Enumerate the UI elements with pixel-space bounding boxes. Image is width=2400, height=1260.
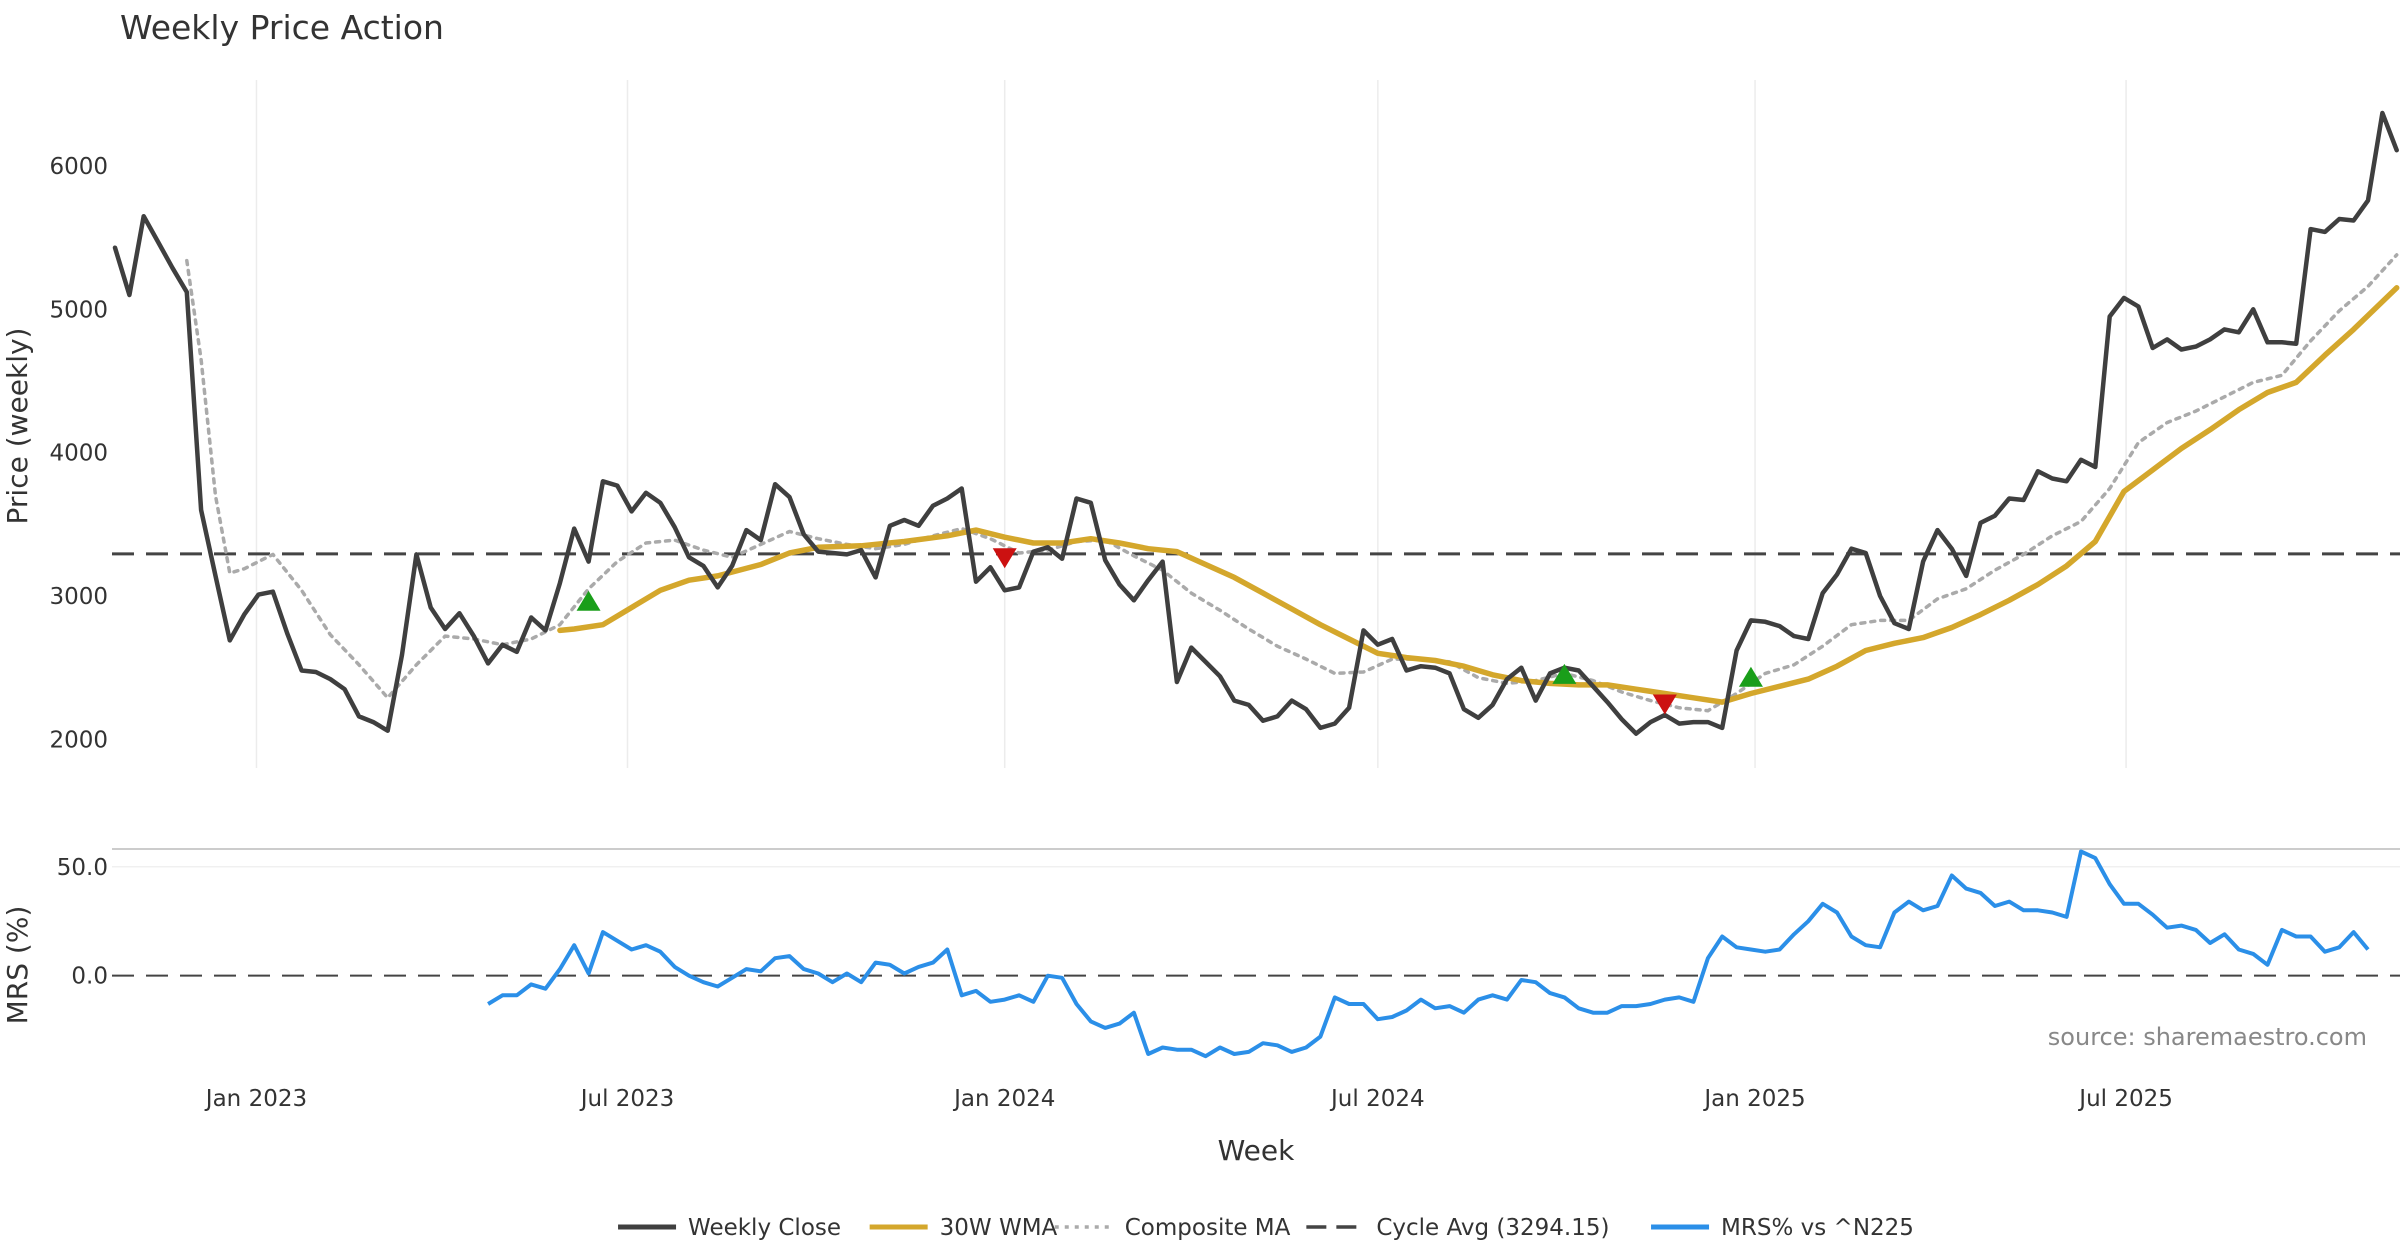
legend-label: MRS% vs ^N225	[1721, 1215, 1914, 1241]
source-annotation: source: sharemaestro.com	[2048, 1023, 2367, 1051]
buy-signal-marker	[1738, 666, 1763, 687]
mrs-tick-label: 50.0	[57, 855, 108, 881]
ticks-layer: Jan 2023 Jul 2023 Jan 2024 Jul 2024 Jan 2025…	[49, 154, 2172, 1112]
buy-signal-marker	[576, 590, 601, 611]
legend-label: Weekly Close	[688, 1215, 841, 1241]
x-axis-label: Week	[1218, 1134, 1295, 1167]
x-tick-label: Jan 2023	[204, 1086, 307, 1112]
markers-layer	[576, 548, 1763, 715]
price-tick-label: 2000	[49, 727, 108, 753]
legend-item: 30W WMA	[869, 1215, 1058, 1241]
series-30w-wma	[557, 285, 2400, 705]
series-layer	[112, 110, 2400, 1059]
legend-label: Cycle Avg (3294.15)	[1376, 1215, 1609, 1241]
price-tick-label: 4000	[49, 441, 108, 467]
price-axis-label: Price (weekly)	[1, 328, 34, 525]
series-mrs	[487, 849, 2370, 1059]
x-tick-label: Jan 2025	[1702, 1086, 1805, 1112]
legend-item: Weekly Close	[618, 1215, 841, 1241]
sell-signal-marker	[992, 548, 1017, 569]
x-tick-label: Jul 2025	[2077, 1086, 2173, 1112]
x-tick-label: Jul 2023	[579, 1086, 675, 1112]
price-tick-label: 5000	[49, 297, 108, 323]
series-composite-ma	[185, 253, 2399, 713]
legend-item: Composite MA	[1054, 1215, 1291, 1241]
legend-item: Cycle Avg (3294.15)	[1306, 1215, 1609, 1241]
mrs-tick-label: 0.0	[71, 964, 108, 990]
chart-title: Weekly Price Action	[120, 8, 444, 47]
legend-label: Composite MA	[1125, 1215, 1291, 1241]
price-tick-label: 3000	[49, 584, 108, 610]
legend: Weekly Close 30W WMA Composite MA Cycle Avg…	[618, 1215, 1914, 1241]
x-tick-label: Jul 2024	[1329, 1086, 1425, 1112]
sell-signal-marker	[1652, 694, 1677, 715]
series-weekly-close	[112, 110, 2399, 736]
mrs-axis-label: MRS (%)	[1, 906, 34, 1025]
x-tick-label: Jan 2024	[952, 1086, 1055, 1112]
legend-item: MRS% vs ^N225	[1651, 1215, 1914, 1241]
grid-layer	[112, 80, 2400, 868]
buy-signal-marker	[1552, 663, 1577, 684]
price-tick-label: 6000	[49, 154, 108, 180]
legend-label: 30W WMA	[940, 1215, 1058, 1241]
